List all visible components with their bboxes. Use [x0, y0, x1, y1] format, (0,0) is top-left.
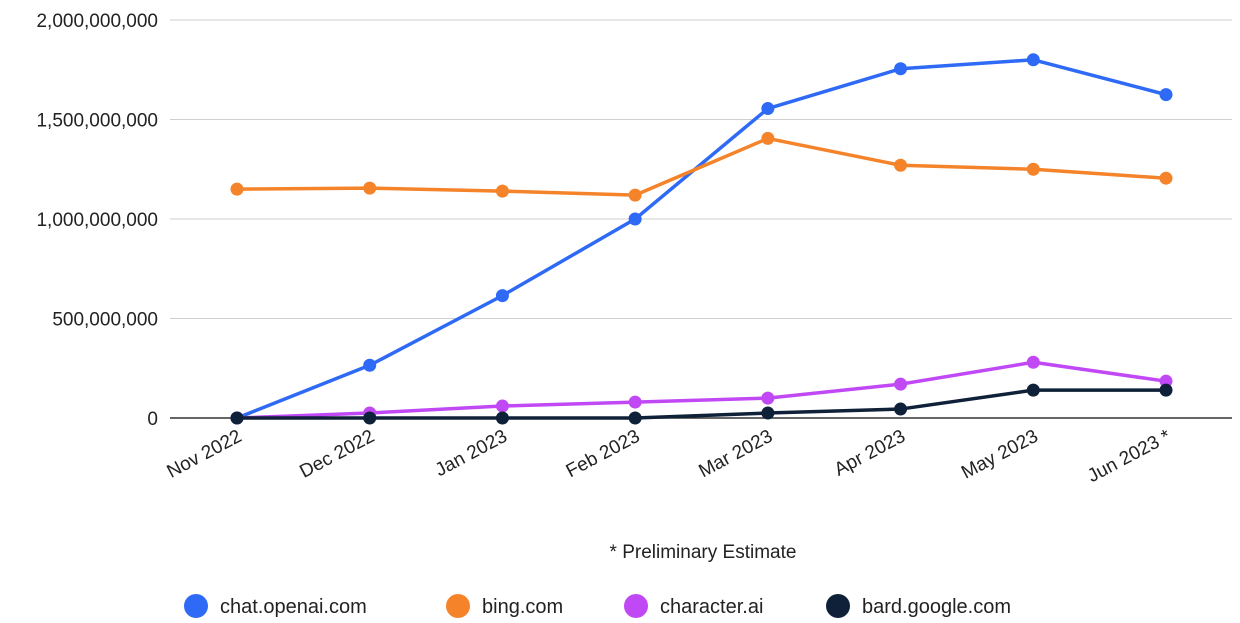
- data-point: [628, 212, 642, 226]
- legend-label: bard.google.com: [862, 596, 1011, 618]
- y-axis: 0 500,000,000 1,000,000,000 1,500,000,000 2,…: [36, 11, 158, 430]
- legend: chat.openai.com bing.com character.ai bard.…: [184, 594, 1011, 618]
- data-point: [1159, 383, 1173, 397]
- data-point: [1159, 88, 1173, 102]
- series-line: [235, 360, 1168, 420]
- data-point: [495, 399, 509, 413]
- data-point: [628, 395, 642, 409]
- data-point: [230, 411, 244, 425]
- data-point: [495, 184, 509, 198]
- y-tick-label: 2,000,000,000: [36, 11, 158, 32]
- data-point: [363, 411, 377, 425]
- data-point: [230, 182, 244, 196]
- series-character.ai: [230, 355, 1173, 425]
- series-lines: [230, 53, 1173, 425]
- y-tick-label: 1,000,000,000: [36, 210, 158, 231]
- data-point: [894, 377, 908, 391]
- data-point: [363, 358, 377, 372]
- data-point: [1026, 162, 1040, 176]
- data-point: [1159, 171, 1173, 185]
- annotation-note: * Preliminary Estimate: [610, 542, 797, 563]
- data-point: [761, 406, 775, 420]
- series-bard.google.com: [230, 383, 1173, 425]
- data-point: [1026, 383, 1040, 397]
- legend-swatch: [624, 594, 648, 618]
- y-tick-label: 1,500,000,000: [36, 111, 158, 132]
- x-tick-label: Apr 2023: [831, 426, 909, 481]
- x-tick-label: Jun 2023 *: [1084, 426, 1175, 487]
- data-point: [894, 158, 908, 172]
- x-tick-label: Jan 2023: [432, 426, 511, 481]
- legend-swatch: [826, 594, 850, 618]
- legend-swatch: [446, 594, 470, 618]
- series-line: [235, 58, 1168, 420]
- legend-label: chat.openai.com: [220, 596, 367, 618]
- data-point: [1159, 374, 1173, 388]
- data-point: [761, 102, 775, 116]
- legend-swatch: [184, 594, 208, 618]
- legend-item: bing.com: [446, 594, 563, 618]
- legend-item: character.ai: [624, 594, 763, 618]
- series-bing.com: [230, 131, 1173, 202]
- x-tick-label: May 2023: [958, 426, 1042, 484]
- data-point: [1026, 355, 1040, 369]
- series-chat.openai.com: [230, 53, 1173, 425]
- x-tick-label: Feb 2023: [563, 426, 644, 482]
- legend-label: character.ai: [660, 596, 763, 618]
- data-point: [495, 289, 509, 303]
- x-tick-label: Dec 2022: [296, 426, 378, 483]
- data-point: [894, 62, 908, 76]
- x-axis: Nov 2022 Dec 2022 Jan 2023 Feb 2023 Mar 2023…: [164, 426, 1175, 487]
- data-point: [628, 188, 642, 202]
- data-point: [628, 411, 642, 425]
- legend-label: bing.com: [482, 596, 563, 618]
- data-point: [761, 131, 775, 145]
- data-point: [1026, 53, 1040, 67]
- x-tick-label: Mar 2023: [695, 426, 776, 482]
- data-point: [894, 402, 908, 416]
- data-point: [495, 411, 509, 425]
- legend-item: chat.openai.com: [184, 594, 367, 618]
- series-line: [235, 136, 1168, 197]
- gridlines: [170, 19, 1232, 419]
- y-tick-label: 500,000,000: [52, 310, 158, 331]
- x-tick-label: Nov 2022: [164, 426, 246, 483]
- series-line: [235, 388, 1168, 420]
- data-point: [363, 181, 377, 195]
- y-tick-label: 0: [147, 409, 158, 430]
- legend-item: bard.google.com: [826, 594, 1011, 618]
- data-point: [761, 391, 775, 405]
